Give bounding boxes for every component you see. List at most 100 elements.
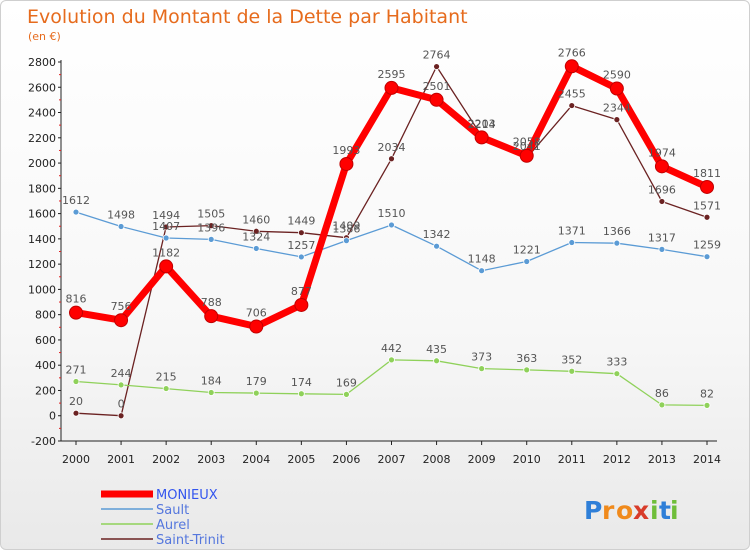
data-point: [72, 208, 80, 216]
data-label: 1342: [423, 228, 451, 241]
data-label: 1407: [152, 220, 180, 233]
data-point: [613, 239, 621, 247]
data-label: 1371: [558, 225, 586, 238]
data-point: [162, 234, 170, 242]
data-point: [117, 381, 125, 389]
data-label: 1993: [332, 144, 360, 157]
data-label: 1974: [648, 146, 676, 159]
data-label: 1409: [332, 220, 360, 233]
logo-letter: t: [659, 496, 671, 525]
axes: -200020040060080010001200140016001800200…: [28, 56, 721, 466]
data-label: 1811: [693, 167, 721, 180]
data-point: [204, 309, 219, 324]
data-point: [568, 102, 576, 109]
data-point: [339, 156, 354, 171]
data-point: [703, 401, 711, 409]
legend-label: Aurel: [156, 518, 190, 533]
data-label: 1505: [197, 208, 225, 221]
y-tick-label: 400: [35, 359, 56, 372]
y-tick-label: 600: [35, 334, 56, 347]
data-label: 2041: [513, 140, 541, 153]
data-label: 1494: [152, 209, 180, 222]
logo-letter: i: [670, 496, 679, 525]
data-point: [703, 213, 711, 221]
y-tick-label: 2400: [28, 107, 56, 120]
legend-label: MONIEUX: [156, 488, 218, 503]
data-label: 1257: [287, 239, 315, 252]
data-point: [249, 319, 264, 334]
data-point: [207, 222, 215, 230]
data-label: 169: [336, 376, 357, 389]
data-point: [117, 412, 125, 420]
x-tick-label: 2013: [648, 453, 676, 466]
x-tick-label: 2012: [603, 453, 631, 466]
logo-letter: o: [616, 496, 633, 525]
data-label: 244: [111, 367, 132, 380]
data-point: [388, 155, 395, 163]
data-label: 2595: [378, 68, 406, 81]
data-label: 1259: [693, 239, 721, 252]
logo-letter: P: [584, 496, 602, 525]
data-label: 2344: [603, 102, 631, 115]
data-point: [69, 305, 83, 320]
data-point: [294, 297, 309, 312]
data-point: [700, 179, 714, 194]
data-point: [72, 409, 80, 417]
logo-letter: i: [650, 496, 659, 525]
data-point: [564, 59, 579, 74]
data-point: [613, 370, 621, 378]
data-point: [658, 245, 666, 253]
data-label: 2455: [558, 88, 586, 101]
logo-letter: r: [602, 496, 615, 525]
data-label: 1449: [287, 215, 315, 228]
data-point: [114, 313, 129, 328]
data-point: [433, 357, 440, 365]
data-point: [609, 81, 624, 96]
x-tick-label: 2002: [152, 453, 180, 466]
data-label: 1460: [242, 213, 270, 226]
data-label: 1148: [468, 253, 496, 266]
data-point: [252, 227, 260, 235]
data-label: 1498: [107, 208, 135, 221]
data-point: [384, 80, 399, 95]
data-label: 706: [246, 307, 267, 320]
data-point: [613, 116, 621, 124]
x-tick-label: 2004: [242, 453, 270, 466]
data-point: [297, 253, 305, 261]
x-tick-label: 2006: [332, 453, 360, 466]
y-tick-label: 2200: [28, 132, 56, 145]
y-tick-label: 1400: [28, 233, 56, 246]
data-point: [252, 245, 260, 252]
data-point: [297, 229, 305, 237]
y-tick-label: 0: [49, 410, 56, 423]
data-label: 86: [655, 387, 669, 400]
y-tick-label: 1200: [28, 258, 56, 271]
data-point: [433, 63, 440, 70]
data-label: 816: [66, 293, 87, 306]
x-tick-label: 2014: [693, 453, 721, 466]
data-label: 1386: [332, 223, 360, 236]
data-label: 788: [201, 296, 222, 309]
y-tick-label: 1600: [28, 208, 56, 221]
data-label: 1324: [242, 230, 270, 243]
data-point: [297, 390, 305, 398]
data-point: [478, 365, 486, 373]
data-label: 82: [700, 387, 714, 400]
data-point: [159, 259, 174, 274]
y-tick-label: -200: [31, 435, 56, 448]
data-label: 1221: [513, 243, 541, 256]
data-label: 1182: [152, 246, 180, 259]
chart-subtitle: (en €): [28, 30, 61, 43]
y-tick-label: 2800: [28, 56, 56, 69]
data-label: 2058: [513, 136, 541, 149]
data-point: [658, 401, 666, 409]
data-point: [523, 258, 531, 265]
data-label: 1396: [197, 221, 225, 234]
data-point: [343, 390, 350, 398]
data-point: [117, 223, 125, 230]
